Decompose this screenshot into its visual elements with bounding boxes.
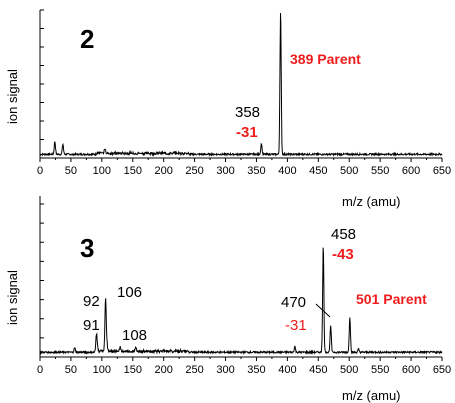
panel-3-x-ticks: 0 50 100 150 200 250 300 350 400 450 500 550 600 650 — [37, 357, 451, 376]
panel-3-xlabel: m/z (amu) — [342, 388, 401, 403]
panel-2-loss-annotation: -31 — [236, 124, 258, 141]
panel-3-y-ticks — [40, 203, 44, 358]
panel-3-ylabel: ion signal — [5, 270, 20, 325]
panel-2-parent-annotation: 389 Parent — [290, 51, 361, 67]
panel-2-x-tick-label: 450 — [309, 165, 327, 177]
panel-2-x-tick-label: 250 — [185, 165, 203, 177]
panel-2-x-tick-label: 500 — [340, 165, 358, 177]
panel-2-x-tick-label: 150 — [124, 165, 142, 177]
panel-2-xlabel: m/z (amu) — [342, 194, 401, 209]
panel-2-x-tick-label: 650 — [433, 165, 451, 177]
panel-3-peak-458-label: 458 — [331, 226, 356, 243]
panel-3-loss-43-annotation: -43 — [332, 246, 354, 263]
panel-2-x-tick-label: 50 — [65, 165, 77, 177]
panel-3-x-tick-label: 450 — [309, 364, 327, 376]
panel-2-x-tick-label: 350 — [247, 165, 265, 177]
panel-2-ylabel: ion signal — [5, 69, 20, 124]
panel-2-x-ticks: 0 50 100 150 200 250 300 350 400 450 500 550 600 650 — [37, 158, 451, 177]
panel-3-x-tick-label: 400 — [278, 364, 296, 376]
panel-3-x-tick-label: 250 — [185, 364, 203, 376]
panel-3: 0 50 100 150 200 250 300 350 400 450 500 550 600 650 … — [5, 196, 451, 403]
panel-3-x-tick-label: 650 — [433, 364, 451, 376]
panel-2-x-tick-label: 600 — [402, 165, 420, 177]
panel-3-x-tick-label: 600 — [402, 364, 420, 376]
panel-3-x-tick-label: 500 — [340, 364, 358, 376]
panel-2-x-tick-label: 200 — [155, 165, 173, 177]
panel-3-label: 3 — [80, 233, 94, 263]
panel-2-x-tick-label: 300 — [216, 165, 234, 177]
panel-3-peak-91-label: 91 — [83, 317, 100, 334]
panel-2-x-tick-label: 400 — [278, 165, 296, 177]
panel-2: 0 50 100 150 200 250 300 350 400 450 500 550 600 650 … — [5, 9, 451, 209]
panel-3-peak-106-label: 106 — [117, 284, 142, 301]
panel-3-spectrum-trace — [39, 247, 443, 356]
panel-3-x-tick-label: 550 — [371, 364, 389, 376]
panel-3-x-tick-label: 200 — [155, 364, 173, 376]
panel-2-peak-358-label: 358 — [235, 104, 260, 121]
panel-3-x-tick-label: 350 — [247, 364, 265, 376]
panel-3-470-pointer — [315, 303, 331, 318]
panel-2-y-ticks — [40, 9, 44, 159]
panel-3-x-tick-label: 50 — [65, 364, 77, 376]
panel-2-x-tick-label: 100 — [93, 165, 111, 177]
panel-3-x-tick-label: 100 — [93, 364, 111, 376]
panel-3-loss-31-annotation: -31 — [285, 317, 307, 334]
panel-2-label: 2 — [80, 24, 94, 54]
panel-3-x-tick-label: 150 — [124, 364, 142, 376]
panel-2-x-tick-label: 0 — [37, 165, 43, 177]
panel-2-x-tick-label: 550 — [371, 165, 389, 177]
panel-3-parent-annotation: 501 Parent — [356, 291, 427, 307]
panel-2-spectrum-trace — [39, 12, 443, 158]
panel-3-x-tick-label: 0 — [37, 364, 43, 376]
panel-3-peak-108-label: 108 — [122, 327, 147, 344]
panel-3-peak-92-label: 92 — [83, 293, 100, 310]
panel-3-peak-470-label: 470 — [281, 294, 306, 311]
panel-3-x-tick-label: 300 — [216, 364, 234, 376]
